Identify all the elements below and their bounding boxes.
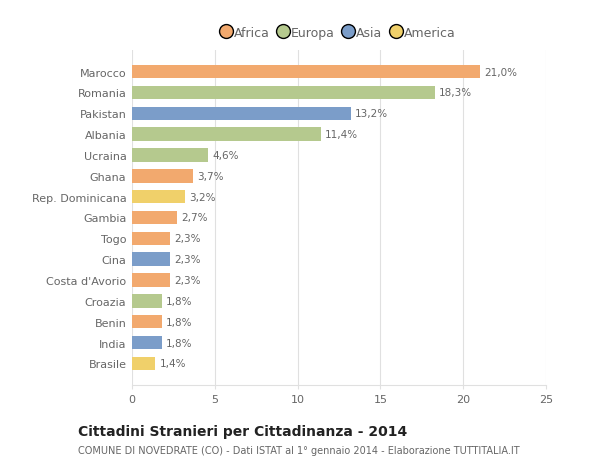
Bar — [132, 149, 208, 162]
Text: 13,2%: 13,2% — [355, 109, 388, 119]
Text: 2,3%: 2,3% — [174, 234, 201, 244]
Bar — [132, 294, 162, 308]
Text: 11,4%: 11,4% — [325, 130, 358, 140]
Text: 2,3%: 2,3% — [174, 275, 201, 285]
Bar — [132, 190, 185, 204]
Text: 2,3%: 2,3% — [174, 255, 201, 264]
Text: 2,7%: 2,7% — [181, 213, 208, 223]
Text: 18,3%: 18,3% — [439, 88, 472, 98]
Bar — [132, 66, 480, 79]
Bar — [132, 170, 193, 183]
Bar — [132, 107, 350, 121]
Bar — [132, 211, 177, 225]
Bar — [132, 357, 155, 370]
Bar — [132, 315, 162, 329]
Text: 3,7%: 3,7% — [197, 172, 224, 181]
Legend: Africa, Europa, Asia, America: Africa, Europa, Asia, America — [219, 23, 459, 44]
Bar — [132, 86, 435, 100]
Text: 1,8%: 1,8% — [166, 338, 193, 348]
Bar — [132, 232, 170, 246]
Bar — [132, 253, 170, 266]
Text: 3,2%: 3,2% — [189, 192, 215, 202]
Text: COMUNE DI NOVEDRATE (CO) - Dati ISTAT al 1° gennaio 2014 - Elaborazione TUTTITAL: COMUNE DI NOVEDRATE (CO) - Dati ISTAT al… — [78, 445, 520, 455]
Bar — [132, 128, 321, 142]
Text: 1,8%: 1,8% — [166, 296, 193, 306]
Text: Cittadini Stranieri per Cittadinanza - 2014: Cittadini Stranieri per Cittadinanza - 2… — [78, 425, 407, 438]
Bar — [132, 274, 170, 287]
Text: 1,4%: 1,4% — [160, 358, 186, 369]
Text: 4,6%: 4,6% — [212, 151, 239, 161]
Text: 21,0%: 21,0% — [484, 67, 517, 78]
Bar — [132, 336, 162, 350]
Text: 1,8%: 1,8% — [166, 317, 193, 327]
